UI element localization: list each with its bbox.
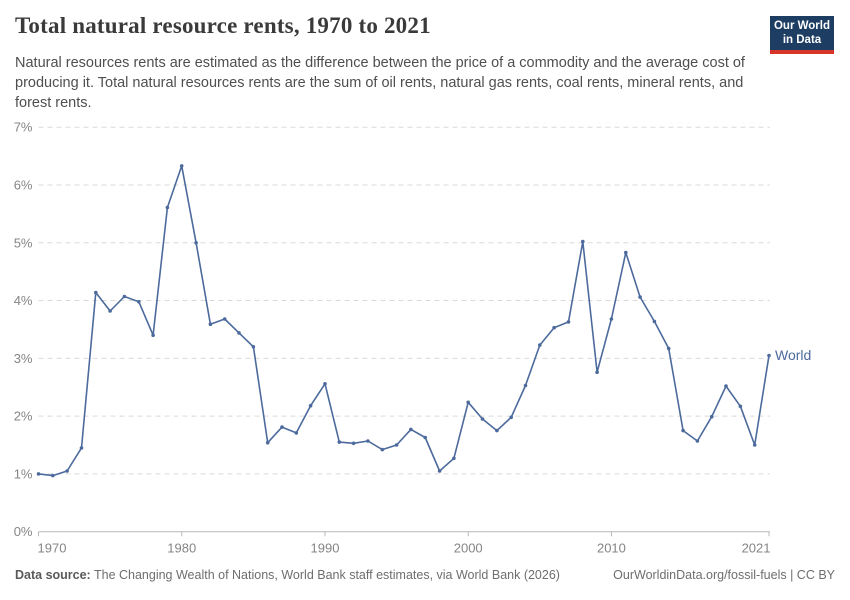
data-point	[179, 164, 184, 168]
data-point	[108, 309, 112, 313]
data-source-text: Data source: The Changing Wealth of Nati…	[15, 568, 560, 582]
page-title: Total natural resource rents, 1970 to 20…	[15, 13, 431, 38]
data-point	[151, 333, 155, 338]
data-point	[767, 353, 771, 358]
data-point	[380, 447, 385, 452]
y-tick-label: 7%	[14, 120, 33, 135]
data-point	[137, 299, 141, 304]
data-point	[165, 205, 170, 210]
data-point	[394, 443, 399, 447]
data-line	[37, 165, 770, 477]
data-point	[695, 439, 700, 443]
owid-logo[interactable]: Our World in Data	[770, 16, 834, 54]
data-point	[337, 440, 342, 444]
data-point	[208, 322, 213, 327]
data-point	[624, 250, 628, 255]
x-tick-label: 1990	[311, 541, 340, 556]
x-tick-label: 2021	[742, 541, 771, 556]
owid-license-link[interactable]: OurWorldinData.org/fossil-fuels | CC BY	[613, 568, 835, 582]
data-point	[523, 383, 528, 388]
data-point	[437, 469, 442, 473]
data-point	[237, 331, 241, 335]
data-point	[595, 370, 599, 375]
y-tick-label: 0%	[14, 524, 33, 539]
chart-footer: Data source: The Changing Wealth of Nati…	[15, 568, 835, 582]
y-tick-label: 5%	[14, 235, 33, 250]
data-point	[222, 317, 227, 321]
data-point	[265, 440, 270, 445]
data-point	[366, 439, 370, 443]
data-point	[294, 431, 299, 435]
data-point	[638, 295, 642, 299]
data-point	[652, 319, 657, 324]
data-point	[308, 403, 313, 408]
data-point	[666, 346, 671, 351]
data-point	[79, 446, 84, 450]
data-point	[724, 384, 728, 388]
data-point	[609, 317, 614, 321]
data-point	[122, 294, 127, 299]
data-point	[351, 441, 356, 446]
data-point	[194, 241, 198, 245]
data-point	[323, 382, 327, 386]
chart-subtitle: Natural resources rents are estimated as…	[15, 55, 745, 111]
y-tick-label: 1%	[14, 466, 33, 481]
data-source-value: The Changing Wealth of Nations, World Ba…	[90, 568, 560, 582]
data-point	[538, 343, 542, 347]
data-point	[709, 414, 714, 419]
data-point	[251, 345, 256, 349]
data-point	[94, 290, 98, 295]
data-point	[65, 469, 69, 473]
data-point	[681, 428, 685, 433]
data-point	[752, 443, 757, 447]
data-point	[552, 325, 556, 330]
x-tick-label: 1970	[38, 541, 67, 556]
x-tick-label: 2010	[597, 541, 626, 556]
y-tick-label: 2%	[14, 409, 33, 424]
data-point	[466, 400, 471, 405]
data-point	[423, 435, 428, 440]
data-point	[509, 415, 513, 420]
y-tick-label: 6%	[14, 177, 33, 192]
series-label-world[interactable]: World	[775, 347, 811, 363]
data-point	[566, 320, 571, 324]
x-tick-label: 1980	[167, 541, 196, 556]
data-point	[409, 427, 413, 432]
y-tick-label: 3%	[14, 351, 33, 366]
data-point	[452, 456, 456, 461]
owid-logo-line1: Our World	[773, 20, 830, 32]
data-point	[51, 473, 55, 478]
y-tick-label: 4%	[14, 293, 33, 308]
data-point	[581, 239, 585, 244]
owid-logo-line2: in Data	[782, 34, 822, 47]
data-point	[36, 472, 41, 476]
data-point	[495, 428, 499, 433]
data-point	[480, 417, 485, 421]
data-point	[280, 425, 284, 429]
data-source-label: Data source:	[15, 568, 91, 582]
x-tick-label: 2000	[454, 541, 483, 556]
data-point	[738, 404, 743, 409]
